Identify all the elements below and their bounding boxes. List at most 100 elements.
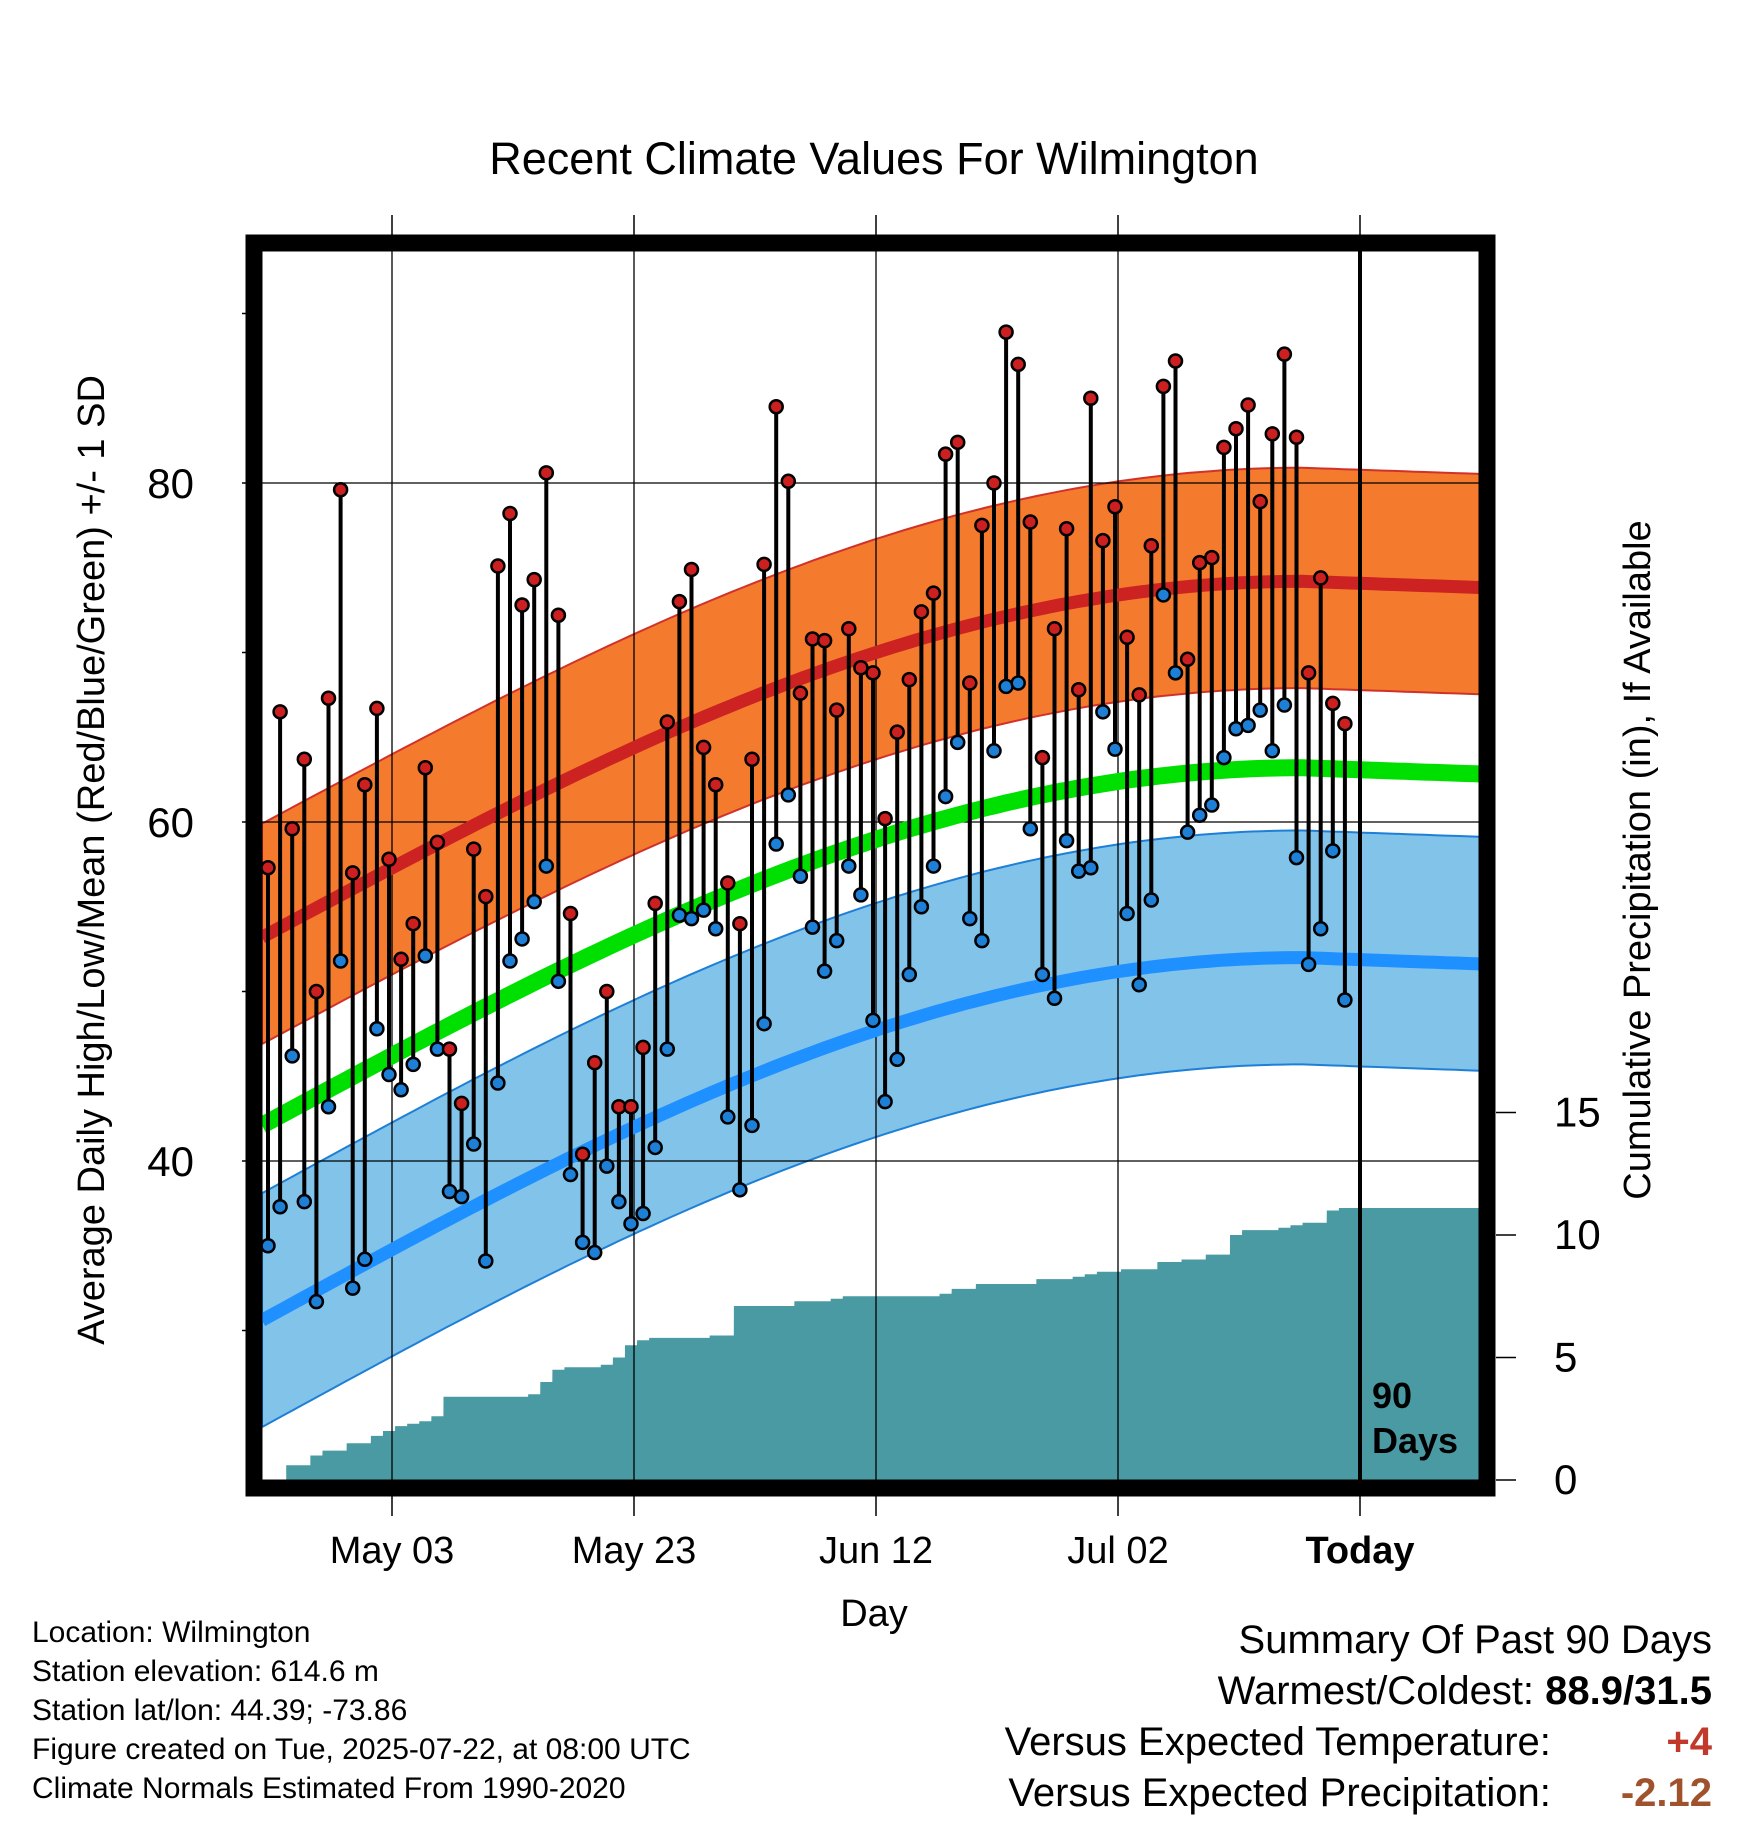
high-point: [465, 841, 482, 857]
plot-area: [257, 243, 1487, 1480]
low-point: [780, 787, 797, 803]
low-point: [1143, 892, 1160, 908]
high-point: [417, 760, 434, 776]
low-point: [695, 902, 712, 918]
high-point: [538, 465, 555, 481]
y-tick-label: 60: [147, 799, 194, 846]
low-point: [417, 948, 434, 964]
high-point: [526, 571, 542, 588]
window-label-bottom: Days: [1372, 1420, 1458, 1461]
high-point: [792, 685, 809, 701]
elevation-text: Station elevation: 614.6 m: [32, 1655, 379, 1688]
high-point: [901, 671, 918, 688]
high-point: [586, 1054, 603, 1071]
high-point: [1119, 629, 1135, 645]
low-point: [1191, 807, 1208, 823]
normal-high-line: [258, 574, 1487, 944]
low-point: [308, 1293, 325, 1310]
climate-chart: 40 60 80 0 5 10 15 May 03 May 23 Jun 12 Jul 02 Toda…: [71, 133, 1659, 1635]
temp-label: Versus Expected Temperature:: [1004, 1720, 1551, 1764]
x-tick-label: May 03: [330, 1530, 455, 1572]
low-point: [490, 1075, 506, 1091]
low-point: [272, 1199, 288, 1215]
low-point: [574, 1234, 591, 1251]
high-point: [1337, 715, 1353, 732]
low-point: [357, 1251, 373, 1268]
high-point: [780, 473, 797, 490]
axes: 40 60 80 0 5 10 15 May 03 May 23 Jun 12 Jul 02 Toda…: [147, 215, 1601, 1572]
high-point: [1216, 439, 1232, 456]
high-point: [816, 632, 833, 649]
low-point: [1034, 966, 1051, 983]
high-point: [1252, 493, 1268, 510]
low-point: [792, 868, 809, 884]
high-point: [562, 905, 579, 922]
window-label-top: 90: [1372, 1375, 1412, 1416]
high-point: [1312, 570, 1329, 586]
summary-panel: Summary Of Past 90 Days Warmest/Coldest:…: [1005, 1615, 1712, 1819]
high-point: [974, 517, 990, 534]
low-point: [369, 1021, 385, 1037]
low-point: [816, 963, 833, 979]
high-point: [453, 1095, 470, 1112]
high-point: [405, 915, 421, 932]
low-point: [635, 1205, 651, 1222]
high-point: [756, 556, 772, 573]
high-point: [1288, 429, 1305, 445]
y2-tick-label: 15: [1554, 1089, 1601, 1136]
warm-cold-value: 88.9/31.5: [1545, 1669, 1712, 1713]
high-point: [393, 951, 409, 968]
low-point: [599, 1158, 615, 1174]
low-point: [901, 966, 918, 983]
high-point: [490, 558, 506, 574]
low-point: [320, 1099, 337, 1115]
high-point: [1046, 621, 1063, 637]
low-point: [332, 953, 349, 969]
low-point: [744, 1117, 760, 1134]
low-point: [381, 1066, 397, 1083]
precip-value: -2.12: [1620, 1771, 1712, 1815]
high-point: [683, 561, 700, 578]
chart-title: Recent Climate Values For Wilmington: [489, 133, 1258, 184]
high-point: [768, 398, 784, 415]
high-point: [1204, 549, 1220, 566]
high-point: [296, 751, 313, 768]
low-point: [393, 1082, 409, 1098]
high-point: [1300, 665, 1317, 681]
precipitation-area: [286, 1208, 1487, 1480]
low-point: [1179, 824, 1196, 840]
high-point: [1228, 421, 1244, 437]
high-point: [720, 875, 736, 891]
high-point: [1070, 682, 1087, 698]
low-point: [562, 1166, 579, 1183]
high-point: [1107, 498, 1123, 515]
high-point: [828, 702, 845, 718]
high-point: [889, 724, 905, 740]
high-point: [599, 983, 615, 1000]
low-point: [804, 919, 821, 935]
low-point: [1240, 717, 1256, 734]
latlon-text: Station lat/lon: 44.39; -73.86: [32, 1694, 408, 1727]
high-point: [1325, 695, 1341, 712]
high-point: [502, 505, 518, 522]
high-point: [272, 704, 288, 720]
y2-tick-label: 0: [1554, 1456, 1577, 1503]
high-point: [1131, 687, 1147, 703]
low-point: [707, 921, 724, 937]
low-point: [478, 1253, 494, 1269]
high-point: [332, 482, 349, 498]
low-point: [1095, 704, 1111, 720]
low-point: [865, 1012, 881, 1029]
low-point: [344, 1280, 361, 1296]
high-point: [913, 604, 930, 620]
low-point: [949, 734, 966, 751]
high-point: [260, 860, 276, 876]
high-point: [369, 700, 385, 717]
high-point: [344, 865, 361, 881]
low-point: [1288, 849, 1305, 866]
y-tick-label: 80: [147, 460, 194, 507]
low-point: [720, 1109, 736, 1125]
x-axis-label: Day: [840, 1593, 908, 1635]
high-point: [320, 690, 337, 707]
low-point: [1204, 797, 1220, 813]
